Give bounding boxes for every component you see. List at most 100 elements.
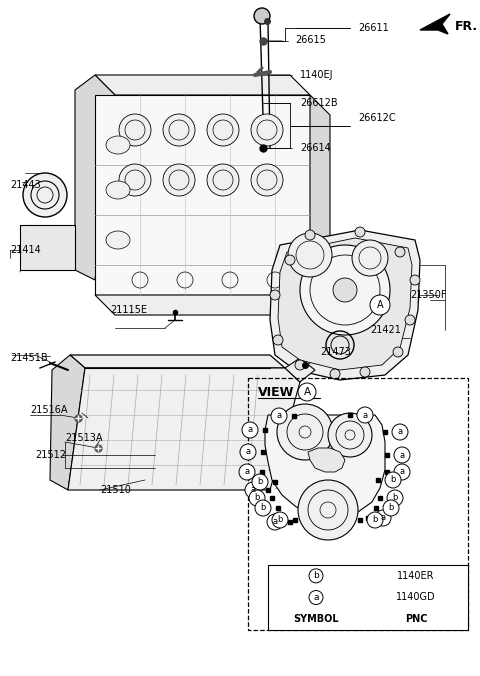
Circle shape	[298, 480, 358, 540]
Text: a: a	[251, 485, 255, 495]
Ellipse shape	[106, 136, 130, 154]
Circle shape	[360, 367, 370, 377]
Polygon shape	[95, 75, 310, 95]
Bar	[248, 378, 468, 630]
Ellipse shape	[106, 231, 130, 249]
Circle shape	[375, 510, 391, 526]
Bar	[268, 565, 468, 630]
Circle shape	[288, 233, 332, 277]
Text: 26615: 26615	[295, 35, 326, 45]
Polygon shape	[420, 14, 450, 34]
Text: b: b	[277, 516, 283, 525]
Text: 26612C: 26612C	[358, 113, 396, 123]
Text: 1140ER: 1140ER	[397, 571, 435, 581]
Text: 26614: 26614	[300, 143, 331, 153]
Text: a: a	[397, 427, 403, 437]
Text: 26611: 26611	[358, 23, 389, 33]
Circle shape	[309, 569, 323, 583]
Circle shape	[333, 278, 357, 302]
Circle shape	[387, 490, 403, 506]
Circle shape	[352, 240, 388, 276]
Circle shape	[395, 247, 405, 257]
Polygon shape	[95, 295, 330, 315]
Circle shape	[383, 500, 399, 516]
Circle shape	[367, 512, 383, 528]
Polygon shape	[278, 238, 412, 370]
Text: 1140EJ: 1140EJ	[300, 70, 334, 80]
Circle shape	[309, 591, 323, 604]
Circle shape	[240, 444, 256, 460]
Circle shape	[295, 360, 305, 370]
Bar	[20, 225, 75, 270]
Circle shape	[23, 173, 67, 217]
Text: a: a	[276, 412, 282, 420]
Text: 21115E: 21115E	[110, 305, 147, 315]
Text: 26612B: 26612B	[300, 98, 337, 108]
Circle shape	[271, 408, 287, 424]
Circle shape	[305, 230, 315, 240]
Text: a: a	[399, 450, 405, 460]
Circle shape	[394, 447, 410, 463]
Text: a: a	[273, 518, 277, 527]
Circle shape	[239, 464, 255, 480]
Circle shape	[357, 407, 373, 423]
Circle shape	[298, 383, 316, 401]
Text: A: A	[377, 300, 384, 310]
Text: a: a	[245, 448, 251, 456]
Text: b: b	[260, 504, 266, 512]
Circle shape	[251, 164, 283, 196]
Polygon shape	[75, 75, 115, 280]
Circle shape	[385, 472, 401, 488]
Text: b: b	[392, 493, 398, 502]
Text: A: A	[303, 387, 311, 397]
Polygon shape	[270, 230, 420, 380]
Text: 21512: 21512	[35, 450, 66, 460]
Circle shape	[163, 114, 195, 146]
Text: 21451B: 21451B	[10, 353, 48, 363]
Circle shape	[270, 290, 280, 300]
Circle shape	[251, 114, 283, 146]
Text: b: b	[257, 477, 263, 487]
Circle shape	[245, 482, 261, 498]
Text: 21473: 21473	[320, 347, 351, 357]
Circle shape	[285, 255, 295, 265]
Polygon shape	[285, 358, 315, 382]
Circle shape	[370, 295, 390, 315]
Text: SYMBOL: SYMBOL	[293, 614, 339, 624]
Polygon shape	[70, 355, 285, 368]
Polygon shape	[310, 95, 330, 315]
Text: 21516A: 21516A	[30, 405, 68, 415]
Circle shape	[267, 514, 283, 530]
Text: 21350F: 21350F	[410, 290, 446, 300]
Circle shape	[255, 500, 271, 516]
Text: 21443: 21443	[10, 180, 41, 190]
Circle shape	[330, 369, 340, 379]
Text: b: b	[254, 493, 260, 502]
Polygon shape	[50, 355, 85, 490]
Text: a: a	[313, 593, 319, 602]
Ellipse shape	[106, 181, 130, 199]
Circle shape	[254, 8, 270, 24]
Polygon shape	[68, 368, 300, 490]
Circle shape	[272, 512, 288, 528]
Circle shape	[410, 275, 420, 285]
Circle shape	[328, 413, 372, 457]
Text: VIEW: VIEW	[258, 387, 294, 400]
Circle shape	[405, 315, 415, 325]
Circle shape	[273, 335, 283, 345]
Circle shape	[277, 404, 333, 460]
Circle shape	[393, 347, 403, 357]
Circle shape	[355, 227, 365, 237]
Text: FR.: FR.	[455, 20, 478, 34]
Circle shape	[249, 490, 265, 506]
Text: 21414: 21414	[10, 245, 41, 255]
Polygon shape	[308, 448, 345, 472]
Text: 21510: 21510	[100, 485, 131, 495]
Polygon shape	[95, 95, 310, 295]
Text: PNC: PNC	[405, 614, 427, 624]
Text: 21513A: 21513A	[65, 433, 103, 443]
Circle shape	[207, 114, 239, 146]
Circle shape	[300, 245, 390, 335]
Text: a: a	[244, 468, 250, 477]
Text: a: a	[399, 468, 405, 477]
